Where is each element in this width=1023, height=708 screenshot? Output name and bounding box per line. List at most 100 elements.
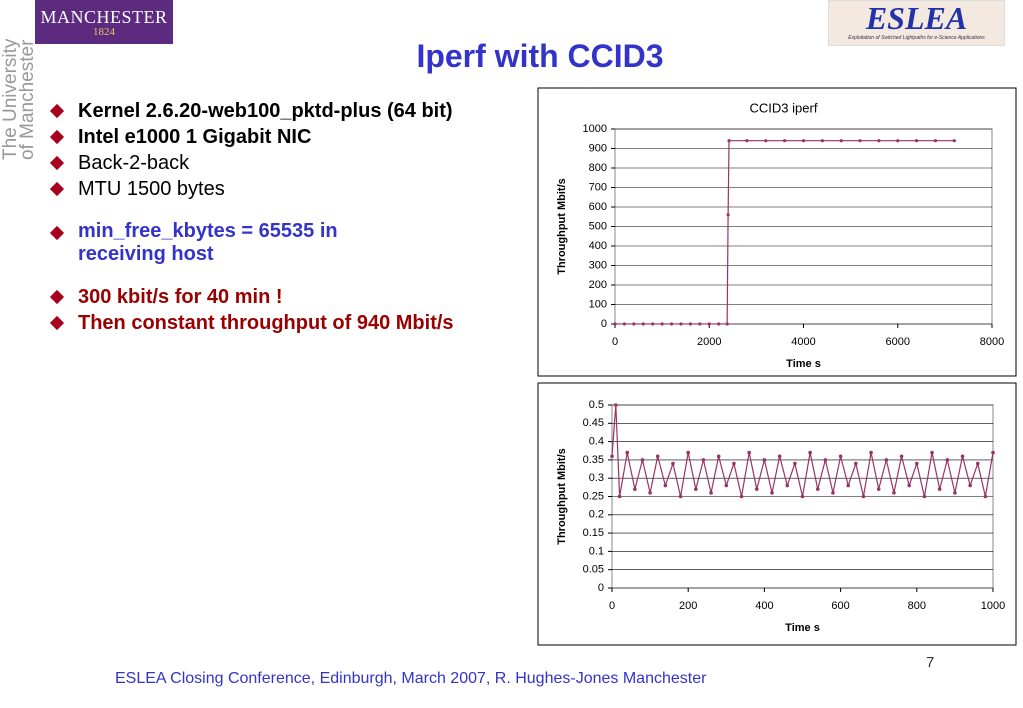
y-tick-label: 700 [589,181,607,193]
y-tick-label: 0 [598,582,604,594]
data-point [808,450,812,455]
data-point [815,487,820,491]
bullet: Kernel 2.6.20-web100_pktd-plus (64 bit) [48,98,528,124]
x-tick-label: 0 [612,336,618,348]
data-line [611,404,994,497]
y-tick-label: 200 [589,279,607,291]
data-point [655,454,660,459]
data-point [688,322,693,326]
x-axis-label: Time s [786,358,821,370]
y-tick-label: 0.5 [589,399,604,411]
data-point [968,483,972,488]
data-point [861,494,866,499]
x-axis-label: Time s [785,622,820,634]
y-tick-label: 0 [601,318,607,330]
data-point [896,139,900,143]
chart-title: CCID3 iperf [750,100,818,115]
x-tick-label: 0 [609,600,615,612]
y-axis-label: Throughput Mbit/s [556,448,568,545]
data-point [679,322,683,326]
data-point [617,494,622,499]
data-point [777,454,782,459]
data-point [800,494,805,499]
data-point [877,139,881,143]
bullet: Intel e1000 1 Gigabit NIC [48,124,528,150]
data-point [671,461,675,466]
bullet: Then constant throughput of 940 Mbit/s [48,310,528,336]
data-point [975,461,980,466]
y-tick-label: 0.3 [589,472,604,484]
data-point [613,322,617,326]
bullet: MTU 1500 bytes [48,176,528,202]
data-point [745,139,749,143]
data-point [793,461,797,466]
y-tick-label: 0.35 [583,454,604,466]
page-number: 7 [926,654,935,671]
y-tick-label: 1000 [583,123,607,135]
y-tick-label: 0.25 [583,490,604,502]
x-tick-label: 200 [679,600,697,612]
data-point [838,454,843,459]
x-tick-label: 2000 [697,336,721,348]
data-point [884,458,889,462]
x-tick-label: 400 [755,600,773,612]
x-tick-label: 4000 [791,336,815,348]
data-point [726,213,730,217]
data-point [933,139,938,143]
logo-year: 1824 [93,26,115,38]
y-tick-label: 0.15 [583,527,604,539]
data-point [698,322,702,326]
bullet: Back-2-back [48,150,528,176]
y-tick-label: 400 [589,240,607,252]
y-tick-label: 0.45 [583,417,604,429]
data-point [747,450,751,455]
data-point [823,458,828,462]
bullet-list: Kernel 2.6.20-web100_pktd-plus (64 bit) … [48,98,528,336]
footer: ESLEA Closing Conference, Edinburgh, Mar… [115,670,707,687]
data-point [764,139,768,143]
data-point [783,139,787,143]
x-tick-label: 800 [908,600,926,612]
data-point [915,139,919,143]
data-point [899,454,904,459]
data-point [669,322,674,326]
data-point [625,450,630,455]
data-point [632,322,636,326]
data-point [831,491,835,495]
y-tick-label: 0.05 [583,564,604,576]
x-tick-label: 6000 [886,336,910,348]
manchester-logo: MANCHESTER 1824 [35,0,173,44]
data-point [770,491,774,495]
data-point [686,450,690,455]
logo-subtitle: Exploitation of Switched Lightpaths for … [848,35,985,41]
data-point [660,322,664,326]
slide-title: Iperf with CCID3 [416,38,664,74]
data-point [922,494,927,499]
data-point [915,461,919,466]
y-tick-label: 900 [589,142,607,154]
data-point [640,458,645,462]
data-point [651,322,655,326]
data-point [739,494,744,499]
data-point [701,458,706,462]
data-point [991,450,995,455]
data-point [820,139,824,143]
data-point [633,487,637,491]
y-axis-label: Throughput Mbit/s [556,178,568,275]
data-point [785,483,790,488]
data-point [707,322,711,326]
logo-text: ESLEA [865,0,968,36]
x-tick-label: 600 [831,600,849,612]
data-point [839,139,843,143]
data-point [762,458,767,462]
data-point [724,483,729,488]
data-point [930,450,934,455]
data-point [694,487,698,491]
data-point [622,322,627,326]
data-point [663,483,668,488]
y-tick-label: 0.1 [589,545,604,557]
data-point [952,139,956,143]
data-point [725,322,729,326]
data-point [892,491,896,495]
